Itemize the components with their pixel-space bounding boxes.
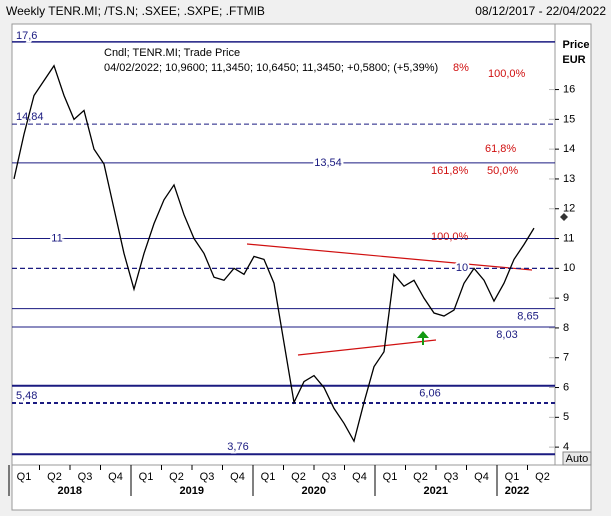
x-tick-label: Q1: [17, 471, 32, 483]
y-tick-label: 7: [563, 352, 569, 364]
y-tick-label: 9: [563, 292, 569, 304]
year-label: 2018: [58, 485, 82, 497]
year-label: 2019: [180, 485, 204, 497]
x-tick-label: Q1: [505, 471, 520, 483]
fib-label: 100,0%: [431, 231, 469, 243]
year-label: 2022: [505, 485, 529, 497]
level-label: 14,84: [16, 111, 44, 123]
y-tick-label: 8: [563, 322, 569, 334]
auto-button[interactable]: [562, 451, 592, 466]
y-axis-title: EUR: [562, 54, 585, 66]
y-tick-label: 11: [563, 232, 574, 244]
fib-labels: 100,0% 61,8% 50,0% 161,8% 100,0%: [431, 68, 526, 243]
last-price-marker: [560, 213, 568, 221]
y-axis-area: [554, 23, 592, 466]
price-line: [13, 64, 535, 443]
level-label: 6,06: [419, 388, 440, 400]
legend-tail: 8%: [453, 62, 469, 74]
level-label: 5,48: [16, 390, 37, 402]
trend-line: [246, 243, 533, 271]
y-tick-label: 4: [563, 441, 569, 453]
x-tick-label: Q3: [78, 471, 93, 483]
y-tick-label: 14: [563, 143, 575, 155]
x-tick-label: Q4: [230, 471, 245, 483]
x-tick-label: Q1: [261, 471, 276, 483]
trend-line: [297, 339, 437, 356]
legend-line: 04/02/2022; 10,9600; 11,3450; 10,6450; 1…: [104, 62, 438, 74]
y-tick-label: 16: [563, 83, 575, 95]
fib-label: 61,8%: [485, 143, 516, 155]
signal-arrow: [417, 331, 429, 345]
x-tick-label: Q2: [47, 471, 62, 483]
x-tick-label: Q4: [352, 471, 367, 483]
level-label: 17,6: [16, 30, 37, 42]
level-label: 11: [51, 232, 62, 244]
x-tick-label: Q1: [139, 471, 154, 483]
fib-label: 50,0%: [487, 165, 518, 177]
y-tick-label: 10: [563, 262, 575, 274]
x-tick-label: Q3: [322, 471, 337, 483]
x-tick-label: Q4: [474, 471, 489, 483]
x-tick-label: Q3: [200, 471, 215, 483]
date-range: 08/12/2017 - 22/04/2022: [475, 4, 606, 18]
x-tick-label: Q3: [444, 471, 459, 483]
legend-line: Cndl; TENR.MI; Trade Price: [104, 47, 240, 59]
level-label: 13,54: [314, 157, 342, 169]
x-tick-label: Q2: [291, 471, 306, 483]
x-axis-area: [11, 464, 592, 511]
x-tick-label: Q2: [169, 471, 184, 483]
y-axis-title: Price: [563, 39, 590, 51]
year-label: 2020: [302, 485, 326, 497]
x-tick-label: Q2: [535, 471, 550, 483]
level-label: 8,03: [496, 329, 517, 341]
level-label: 3,76: [227, 441, 248, 453]
y-tick-label: 15: [563, 113, 575, 125]
auto-label[interactable]: Auto: [566, 453, 589, 465]
level-label: 8,65: [517, 310, 538, 322]
fib-label: 100,0%: [488, 68, 526, 80]
y-tick-label: 13: [563, 173, 575, 185]
x-tick-label: Q1: [383, 471, 398, 483]
x-tick-label: Q4: [108, 471, 123, 483]
x-tick-label: Q2: [413, 471, 428, 483]
fib-label: 161,8%: [431, 165, 469, 177]
plot-area: [11, 23, 556, 466]
y-tick-label: 12: [563, 203, 575, 215]
year-label: 2021: [424, 485, 448, 497]
y-tick-label: 6: [563, 381, 569, 393]
level-label: 10: [456, 262, 468, 274]
y-tick-label: 5: [563, 411, 569, 423]
chart-title: Weekly TENR.MI; /TS.N; .SXEE; .SXPE; .FT…: [6, 4, 265, 18]
